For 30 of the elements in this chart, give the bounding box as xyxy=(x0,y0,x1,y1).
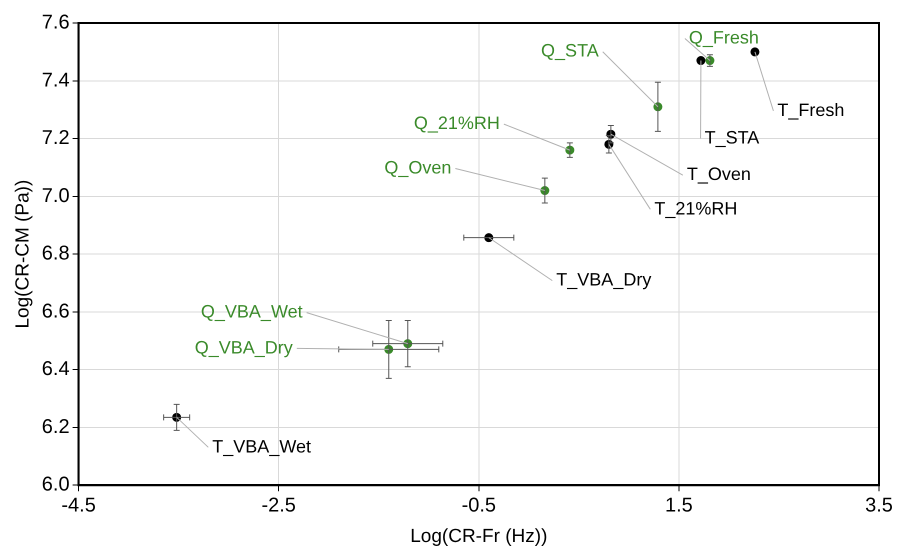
text: Q_VBA_Dry xyxy=(194,337,293,358)
text: T_Oven xyxy=(686,164,751,184)
series-label: Q_Fresh xyxy=(688,28,759,48)
y-tick-label: 6.4 xyxy=(42,358,70,380)
text: Q_21%RH xyxy=(414,113,500,134)
text: T_VBA_Dry xyxy=(556,270,652,290)
point xyxy=(750,47,760,56)
x-tick-label: 1.5 xyxy=(664,494,693,517)
text: Q_VBA_Wet xyxy=(200,302,303,322)
y-tick-label: 7.4 xyxy=(42,69,70,92)
y-tick-label: 6.6 xyxy=(42,300,70,322)
y-tick-label: 6.2 xyxy=(42,416,70,438)
x-axis-title: Log(CR-Fr (Hz)) xyxy=(410,526,548,547)
x-tick-label: -0.5 xyxy=(462,494,496,517)
text: Q_Oven xyxy=(384,158,452,178)
x-tick-label: -2.5 xyxy=(261,494,296,517)
x-tick-label: -4.5 xyxy=(61,494,96,517)
x-tick-label: 3.5 xyxy=(865,494,893,517)
text: T_VBA_Wet xyxy=(212,436,312,456)
text: T_STA xyxy=(704,128,760,148)
y-tick-label: 7.6 xyxy=(42,12,70,34)
y-axis-title: Log(CR-CM (Pa)) xyxy=(12,180,34,329)
text: T_21%RH xyxy=(654,198,738,218)
y-tick-label: 7.2 xyxy=(42,127,70,150)
point xyxy=(696,56,706,66)
y-tick-label: 7.0 xyxy=(42,184,70,207)
y-tick-label: 6.0 xyxy=(42,474,70,496)
y-tick-label: 6.8 xyxy=(42,242,70,265)
text: Q_STA xyxy=(541,40,599,61)
text: T_Fresh xyxy=(777,100,844,120)
